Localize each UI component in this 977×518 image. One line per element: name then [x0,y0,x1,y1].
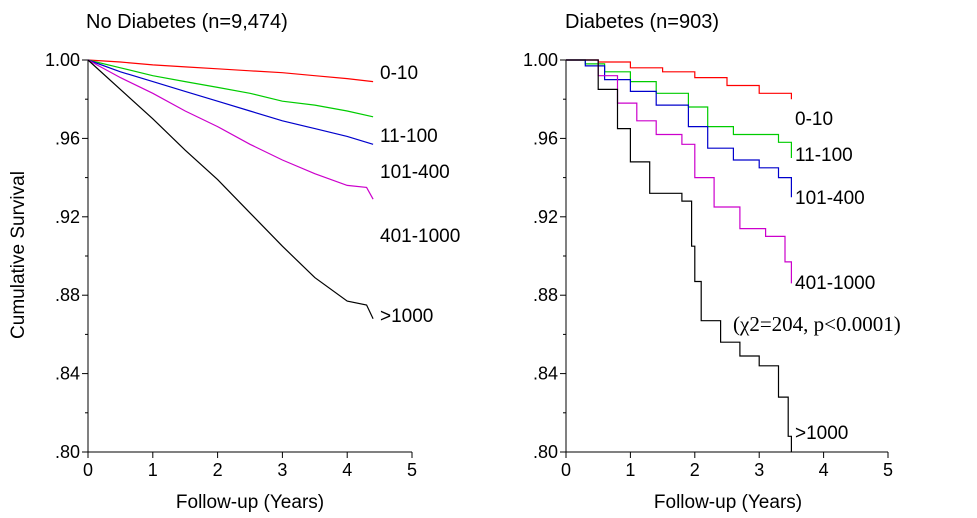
series-line-101-400 [566,59,792,198]
x-tick-label: 2 [690,460,700,480]
series-label: >1000 [795,423,848,444]
y-tick-label: 1.00 [45,50,80,70]
x-tick-label: 1 [148,460,158,480]
x-tick-label: 5 [883,460,893,480]
series-line->1000 [566,59,792,452]
series-label: 11-100 [380,126,438,147]
series-label: 101-400 [380,162,450,183]
series-label: 101-400 [795,188,865,209]
series-label: 0-10 [380,63,418,84]
panel-diabetes: Diabetes (n=903) Follow-up (Years) (χ2=2… [523,11,901,513]
series-line-101-400 [87,59,374,145]
x-tick-label: 2 [213,460,223,480]
x-tick-label: 0 [561,460,571,480]
y-tick-label: .88 [55,285,80,305]
panel-no-diabetes: No Diabetes (n=9,474) Follow-up (Years) … [8,11,460,513]
y-tick-label: 1.00 [523,50,558,70]
x-axis-label: Follow-up (Years) [654,492,802,513]
y-tick-label: .96 [55,128,80,148]
y-tick-label: .88 [533,285,558,305]
x-tick-label: 4 [819,460,829,480]
series-label: >1000 [380,306,433,327]
series-label: 401-1000 [795,273,875,294]
y-tick-label: .84 [55,364,80,384]
series-line-11-100 [87,59,374,118]
panel-title: Diabetes (n=903) [565,11,719,33]
y-tick-label: .84 [533,364,558,384]
x-tick-label: 4 [342,460,352,480]
series-line-0-10 [566,59,792,100]
series-label: 401-1000 [380,226,460,247]
series-line-11-100 [566,59,792,158]
x-tick-label: 5 [407,460,417,480]
chi-square-annotation: (χ2=204, p<0.0001) [733,312,901,336]
y-tick-label: .92 [533,207,558,227]
x-tick-label: 0 [83,460,93,480]
series-line-0-10 [87,59,374,83]
y-tick-label: .80 [533,442,558,462]
x-tick-label: 3 [277,460,287,480]
series-label: 11-100 [795,145,853,166]
panel-title: No Diabetes (n=9,474) [86,11,288,33]
series-line-401-1000 [87,59,374,200]
y-tick-label: .96 [533,128,558,148]
series-line->1000 [87,59,374,319]
y-axis-label: Cumulative Survival [8,171,29,339]
y-tick-label: .80 [55,442,80,462]
series-label: 0-10 [795,109,833,130]
y-tick-label: .92 [55,207,80,227]
x-tick-label: 3 [754,460,764,480]
x-tick-label: 1 [625,460,635,480]
x-axis-label: Follow-up (Years) [176,492,324,513]
